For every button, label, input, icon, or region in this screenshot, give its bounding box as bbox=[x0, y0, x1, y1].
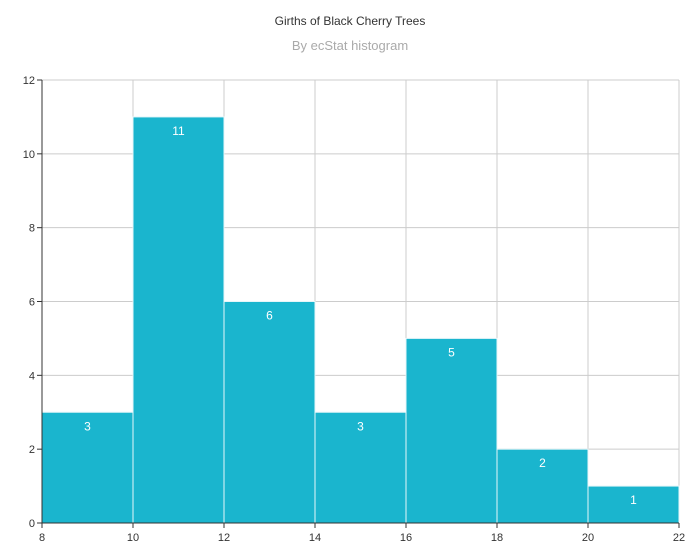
histogram-bar bbox=[496, 448, 589, 524]
y-tick-label: 4 bbox=[29, 370, 35, 382]
x-tick-label: 20 bbox=[582, 532, 594, 544]
y-tick-label: 12 bbox=[23, 75, 35, 87]
bar-value-label: 2 bbox=[539, 456, 546, 470]
histogram-bar bbox=[223, 301, 316, 524]
x-tick-label: 12 bbox=[218, 532, 230, 544]
bar-value-label: 5 bbox=[448, 345, 455, 359]
histogram-bar bbox=[41, 411, 134, 524]
x-tick-label: 14 bbox=[309, 532, 321, 544]
chart-title: Girths of Black Cherry Trees bbox=[274, 14, 426, 28]
bar-value-label: 3 bbox=[357, 419, 364, 433]
chart-subtitle: By ecStat histogram bbox=[291, 38, 409, 53]
y-tick-label: 10 bbox=[23, 149, 35, 161]
y-tick-label: 6 bbox=[29, 297, 35, 309]
bar-value-label: 11 bbox=[172, 124, 185, 138]
bar-layer: 3 11 6 3 5 2 1 bbox=[41, 116, 680, 524]
bar-value-label: 1 bbox=[630, 493, 637, 507]
histogram-bar bbox=[405, 337, 498, 524]
x-tick-label: 8 bbox=[39, 532, 45, 544]
x-tick-label: 10 bbox=[127, 532, 139, 544]
histogram-bar bbox=[132, 116, 225, 524]
x-tick-label: 18 bbox=[491, 532, 503, 544]
x-tick-label: 22 bbox=[673, 532, 685, 544]
bar-value-label: 3 bbox=[84, 419, 91, 433]
y-tick-label: 0 bbox=[29, 518, 35, 530]
y-tick-label: 8 bbox=[29, 223, 35, 235]
bar-value-label: 6 bbox=[266, 309, 273, 323]
histogram-bar bbox=[314, 411, 407, 524]
y-tick-label: 2 bbox=[29, 444, 35, 456]
x-tick-label: 16 bbox=[400, 532, 412, 544]
